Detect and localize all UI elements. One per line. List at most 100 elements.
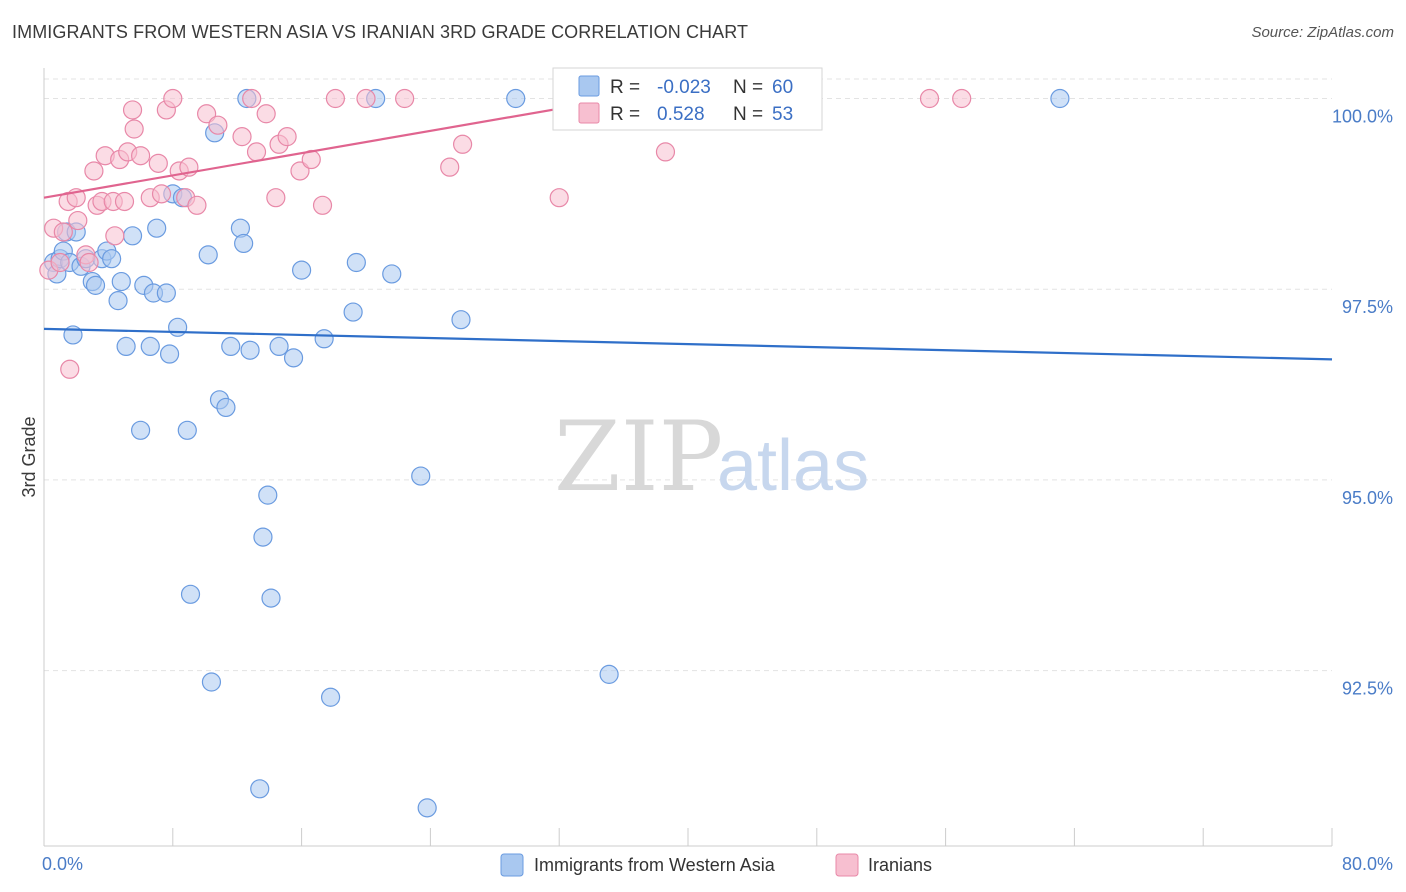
point-iranians bbox=[290, 161, 310, 181]
point-western-asia bbox=[261, 588, 281, 608]
point-western-asia bbox=[253, 527, 273, 547]
point-iranians bbox=[208, 115, 228, 135]
stats-n-value-iranians: 53 bbox=[772, 104, 793, 125]
bottom-legend: Immigrants from Western Asia Iranians bbox=[500, 853, 932, 877]
point-western-asia bbox=[417, 798, 437, 818]
point-western-asia bbox=[411, 466, 431, 486]
point-iranians bbox=[549, 188, 569, 208]
point-western-asia bbox=[198, 245, 218, 265]
point-western-asia bbox=[599, 664, 619, 684]
point-western-asia bbox=[451, 310, 471, 330]
point-iranians bbox=[232, 127, 252, 147]
point-iranians bbox=[266, 188, 286, 208]
point-western-asia bbox=[147, 218, 167, 238]
point-western-asia bbox=[269, 336, 289, 357]
point-western-asia bbox=[283, 348, 304, 368]
stats-n-label-iranians: N = bbox=[733, 104, 763, 125]
point-western-asia bbox=[140, 336, 160, 357]
point-iranians bbox=[440, 157, 460, 177]
stats-swatch-western-asia bbox=[578, 75, 600, 97]
point-western-asia bbox=[216, 397, 236, 418]
point-western-asia bbox=[320, 687, 341, 707]
point-western-asia bbox=[292, 260, 312, 280]
point-iranians bbox=[68, 210, 88, 231]
trend-line-western-asia bbox=[43, 327, 1333, 361]
point-iranians bbox=[79, 252, 99, 273]
chart-source: Source: ZipAtlas.com bbox=[1251, 24, 1394, 41]
legend-swatch-western-asia bbox=[500, 853, 524, 877]
point-western-asia bbox=[159, 344, 180, 364]
point-western-asia bbox=[221, 336, 241, 357]
y-tick-label: 97.5% bbox=[1342, 297, 1393, 317]
point-iranians bbox=[114, 191, 135, 212]
point-iranians bbox=[277, 127, 297, 147]
point-western-asia bbox=[102, 249, 122, 269]
point-iranians bbox=[105, 226, 125, 246]
point-iranians bbox=[84, 161, 104, 181]
watermark: ZIP atlas bbox=[554, 401, 869, 513]
point-western-asia bbox=[180, 584, 201, 604]
point-iranians bbox=[122, 100, 143, 120]
point-western-asia bbox=[1050, 88, 1070, 109]
legend-swatch-iranians bbox=[835, 853, 859, 877]
point-western-asia bbox=[85, 275, 106, 295]
point-western-asia bbox=[346, 252, 366, 273]
point-western-asia bbox=[314, 329, 334, 349]
point-western-asia bbox=[108, 291, 128, 311]
trend-lines bbox=[43, 93, 1333, 361]
x-tick-label: 80.0% bbox=[1342, 854, 1393, 874]
stats-r-label-iranians: R = bbox=[610, 104, 640, 125]
point-western-asia bbox=[168, 317, 188, 337]
stats-n-value-western-asia: 60 bbox=[772, 77, 793, 98]
chart-title: IMMIGRANTS FROM WESTERN ASIA VS IRANIAN … bbox=[12, 22, 749, 42]
point-western-asia bbox=[382, 264, 402, 284]
point-western-asia bbox=[177, 420, 197, 440]
watermark-zip: ZIP bbox=[554, 401, 723, 513]
point-western-asia bbox=[250, 779, 270, 799]
point-western-asia bbox=[258, 485, 278, 505]
x-minor-ticks bbox=[43, 828, 1333, 846]
point-western-asia bbox=[122, 226, 143, 246]
point-iranians bbox=[655, 142, 676, 162]
point-iranians bbox=[53, 222, 73, 242]
y-axis-label: 3rd Grade bbox=[19, 416, 39, 497]
stats-r-value-western-asia: -0.023 bbox=[657, 77, 711, 98]
stats-r-label-western-asia: R = bbox=[610, 77, 640, 98]
point-western-asia bbox=[116, 336, 136, 357]
y-tick-label: 100.0% bbox=[1332, 107, 1393, 127]
point-iranians bbox=[197, 104, 217, 124]
stats-swatch-iranians bbox=[578, 102, 600, 124]
point-iranians bbox=[453, 134, 473, 154]
point-iranians bbox=[50, 252, 70, 273]
point-iranians bbox=[356, 88, 376, 109]
point-iranians bbox=[187, 195, 207, 215]
point-iranians bbox=[60, 359, 80, 379]
point-western-asia bbox=[111, 271, 131, 292]
point-iranians bbox=[148, 153, 168, 173]
trend-line-iranians bbox=[43, 93, 640, 199]
grid-lines bbox=[44, 78, 1332, 672]
point-iranians bbox=[151, 184, 172, 204]
point-western-asia bbox=[234, 233, 254, 254]
point-western-asia bbox=[240, 340, 260, 360]
stats-r-value-iranians: 0.528 bbox=[657, 104, 705, 125]
point-iranians bbox=[256, 104, 276, 124]
data-points bbox=[39, 88, 1070, 818]
stats-n-label-western-asia: N = bbox=[733, 77, 763, 98]
y-tick-label: 92.5% bbox=[1342, 679, 1393, 699]
x-tick-label: 0.0% bbox=[42, 854, 83, 874]
point-iranians bbox=[312, 195, 333, 215]
watermark-atlas: atlas bbox=[717, 426, 869, 506]
y-tick-label: 95.0% bbox=[1342, 488, 1393, 508]
point-iranians bbox=[163, 88, 183, 109]
point-iranians bbox=[131, 146, 151, 166]
point-iranians bbox=[395, 88, 415, 109]
point-iranians bbox=[124, 119, 144, 139]
point-iranians bbox=[242, 88, 262, 109]
point-iranians bbox=[952, 88, 972, 109]
legend-label-iranians: Iranians bbox=[868, 855, 932, 875]
legend-label-western-asia: Immigrants from Western Asia bbox=[534, 855, 776, 875]
y-tick-labels: 100.0% 97.5% 95.0% 92.5% bbox=[1332, 107, 1393, 699]
point-western-asia bbox=[131, 420, 151, 440]
